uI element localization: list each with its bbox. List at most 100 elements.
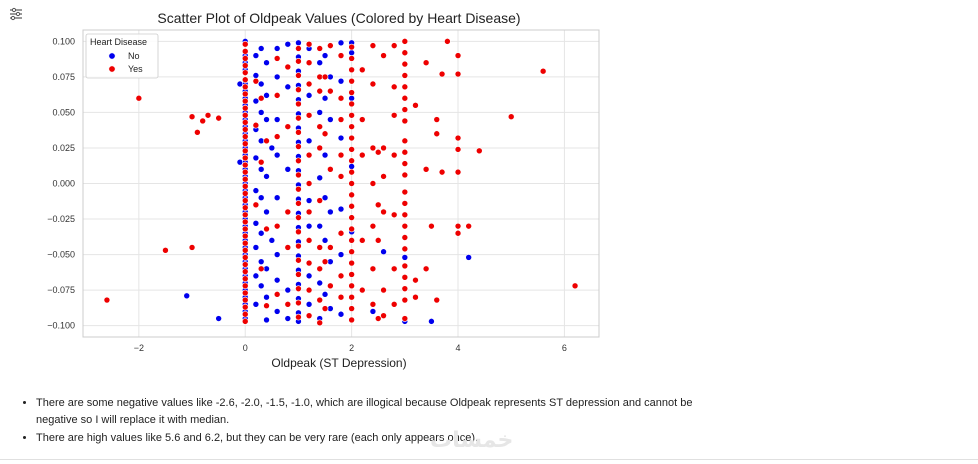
x-tick-label: −2 — [134, 343, 144, 353]
point-yes — [348, 168, 355, 176]
point-yes — [412, 293, 419, 301]
point-yes — [273, 133, 281, 140]
point-no — [257, 229, 265, 237]
point-yes — [348, 271, 355, 278]
point-yes — [241, 111, 249, 119]
point-yes — [241, 97, 249, 105]
y-tick-label: 0.025 — [52, 143, 75, 153]
point-yes — [390, 83, 398, 91]
y-tick-label: 0.100 — [52, 36, 75, 46]
point-yes — [374, 237, 382, 244]
y-tick-label: −0.075 — [47, 285, 75, 295]
point-no — [273, 151, 281, 159]
point-yes — [295, 143, 302, 150]
point-yes — [369, 180, 377, 187]
point-yes — [539, 67, 547, 75]
point-yes — [380, 173, 387, 180]
point-yes — [348, 282, 355, 290]
point-no — [305, 222, 313, 230]
point-yes — [241, 133, 249, 140]
point-yes — [348, 89, 355, 96]
point-yes — [241, 247, 249, 254]
point-yes — [284, 208, 292, 216]
output-settings-icon[interactable] — [8, 6, 24, 22]
point-no — [316, 59, 324, 66]
point-yes — [401, 160, 409, 167]
point-yes — [380, 208, 387, 216]
point-yes — [305, 111, 313, 119]
point-yes — [295, 185, 302, 193]
point-yes — [571, 282, 579, 290]
point-yes — [241, 62, 249, 69]
point-yes — [103, 296, 111, 304]
point-yes — [390, 211, 398, 219]
point-yes — [316, 123, 324, 130]
y-tick-label: −0.025 — [47, 214, 75, 224]
point-yes — [321, 305, 329, 312]
point-yes — [401, 222, 409, 230]
point-yes — [412, 102, 419, 109]
point-yes — [369, 42, 377, 49]
point-no — [257, 45, 265, 52]
point-yes — [316, 319, 324, 327]
point-yes — [204, 111, 212, 119]
point-yes — [252, 77, 260, 85]
point-yes — [316, 144, 324, 152]
point-yes — [257, 158, 265, 166]
point-yes — [454, 168, 462, 176]
point-no — [257, 109, 265, 116]
point-no — [263, 59, 270, 66]
point-no — [401, 254, 409, 261]
point-yes — [358, 237, 366, 244]
point-yes — [380, 52, 387, 59]
point-yes — [358, 66, 366, 74]
plot-frame — [82, 29, 600, 338]
point-no — [263, 92, 270, 99]
point-yes — [348, 134, 355, 142]
point-yes — [263, 225, 270, 233]
point-yes — [348, 100, 355, 108]
point-yes — [241, 275, 249, 283]
point-yes — [422, 165, 430, 173]
point-yes — [380, 144, 387, 152]
point-yes — [295, 157, 302, 165]
point-yes — [327, 165, 334, 173]
point-yes — [348, 123, 355, 130]
point-no — [321, 291, 329, 298]
point-yes — [401, 49, 409, 57]
point-yes — [438, 168, 446, 176]
point-yes — [401, 274, 409, 281]
point-yes — [188, 244, 196, 251]
point-yes — [358, 116, 366, 123]
point-yes — [454, 146, 462, 153]
point-no — [257, 258, 265, 265]
point-no — [316, 222, 324, 230]
point-no — [284, 165, 292, 173]
point-no — [348, 49, 355, 57]
point-yes — [295, 242, 302, 250]
point-yes — [241, 119, 249, 126]
note-negative-values: There are some negative values like -2.6… — [36, 395, 702, 429]
point-yes — [327, 244, 334, 251]
point-yes — [295, 72, 302, 79]
y-tick-label: −0.050 — [47, 250, 75, 260]
point-yes — [348, 202, 355, 210]
point-yes — [252, 201, 260, 209]
point-no — [284, 286, 292, 294]
point-yes — [241, 282, 249, 290]
point-yes — [241, 296, 249, 304]
x-tick-label: 0 — [243, 343, 248, 353]
point-yes — [369, 265, 377, 273]
point-no — [428, 318, 435, 325]
point-no — [337, 310, 345, 318]
point-yes — [348, 43, 355, 51]
legend-label-yes: Yes — [128, 64, 143, 74]
point-no — [369, 308, 377, 315]
chart-title: Scatter Plot of Oldpeak Values (Colored … — [157, 10, 520, 26]
point-no — [257, 194, 265, 202]
point-no — [273, 45, 281, 52]
oldpeak-scatter-chart: Scatter Plot of Oldpeak Values (Colored … — [47, 10, 600, 370]
x-axis-label: Oldpeak (ST Depression) — [271, 356, 406, 370]
point-yes — [241, 40, 249, 48]
point-no — [305, 137, 313, 145]
